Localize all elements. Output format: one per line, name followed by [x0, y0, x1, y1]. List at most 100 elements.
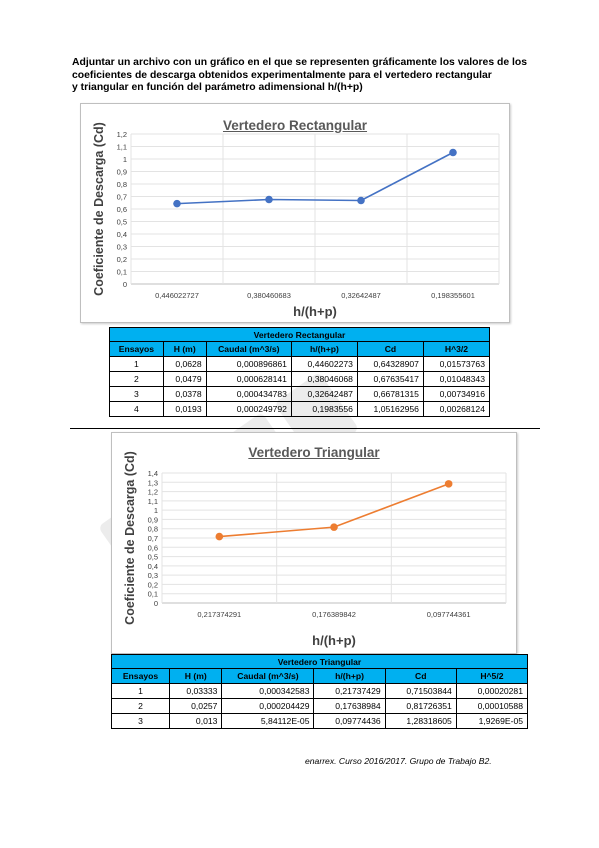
x-tick-label: 0,198355601	[431, 291, 475, 300]
table-cell: 0,00020281	[455, 683, 529, 699]
table-cell: 0,38046068	[290, 371, 358, 387]
x-tick-label: 0,217374291	[197, 610, 241, 619]
column-header: H (m)	[169, 668, 223, 684]
table-cell: 5,84112E-05	[221, 713, 315, 729]
table-cell: 1,05162956	[356, 401, 424, 417]
column-header: Ensayos	[109, 341, 164, 357]
table-rectangular: Vertedero Rectangular Ensayos H (m) Caudal …	[109, 327, 491, 417]
table-row: 4 0,0193 0,000249792 0,1983556 1,05162956 0,0…	[109, 401, 491, 417]
y-tick-label: 0,1	[117, 268, 127, 277]
x-axis-title: h/(h+p)	[293, 304, 337, 319]
table-cell: 0,21737429	[313, 683, 386, 699]
y-tick-label: 1,2	[117, 130, 127, 139]
data-point	[173, 199, 181, 208]
y-tick-label: 0,8	[148, 525, 158, 534]
table-cell: 0,000434783	[205, 386, 292, 402]
table-cell: 1,9269E-05	[455, 713, 529, 729]
data-point	[449, 148, 457, 157]
chart-triangular-title: Vertedero Triangular	[248, 445, 380, 460]
table-row: 3 0,013 5,84112E-05 0,09774436 1,28318605 1,9…	[110, 713, 529, 729]
column-header: Ensayos	[110, 668, 171, 684]
y-tick-label: 0,9	[117, 168, 127, 177]
table-cell: 0,0479	[162, 371, 207, 387]
table-caption: Vertedero Triangular	[111, 654, 528, 669]
intro-line-3: y triangular en función del parámetro ad…	[72, 82, 363, 94]
table-cell: 0,66781315	[356, 386, 424, 402]
y-tick-label: 0,5	[117, 218, 127, 227]
y-tick-label: 0,1	[148, 590, 158, 599]
series-line	[176, 151, 454, 205]
table-cell: 0,09774436	[313, 713, 386, 729]
y-axis-title: Coeficiente de Descarga (Cd)	[123, 451, 137, 625]
column-header: Cd	[356, 341, 424, 357]
y-tick-label: 0	[154, 599, 158, 608]
intro-line-2: coeficientes de descarga obtenidos exper…	[72, 69, 492, 81]
table-cell: 0,64328907	[356, 356, 424, 372]
table-cell: 0,32642487	[290, 386, 358, 402]
data-point	[357, 196, 365, 205]
table-cell: 2	[110, 698, 171, 714]
table-cell: 0,0378	[162, 386, 207, 402]
x-axis-title: h/(h+p)	[312, 633, 356, 648]
table-row: 2 0,0257 0,000204429 0,17638984 0,81726351 0,…	[110, 698, 529, 714]
table-cell: 3	[110, 713, 171, 729]
y-tick-label: 0,4	[148, 562, 158, 571]
table-cell: 0,03333	[169, 683, 223, 699]
footer-note: enarrex. Curso 2016/2017. Grupo de Traba…	[305, 756, 492, 766]
table-triangular: Vertedero Triangular Ensayos H (m) Caudal (…	[110, 654, 529, 729]
data-point	[444, 480, 453, 488]
table-cell: 0,000204429	[221, 698, 315, 714]
data-point	[330, 523, 338, 531]
chart-triangular: Vertedero Triangular 0 0,1 0,2 0,3 0,4 0,5 0,6…	[111, 432, 517, 654]
table-cell: 0,17638984	[313, 698, 386, 714]
table-cell: 0,000628141	[205, 371, 292, 387]
x-tick-label: 0,32642487	[341, 291, 381, 300]
data-point	[215, 532, 224, 541]
table-row: 3 0,0378 0,000434783 0,32642487 0,66781315 0,…	[109, 386, 491, 402]
table-cell: 1	[109, 356, 164, 372]
table-cell: 0,000249792	[205, 401, 292, 417]
table-cell: 0,81726351	[384, 698, 457, 714]
intro-line-1: Adjuntar un archivo con un gráfico en el…	[72, 57, 528, 68]
table-row: 2 0,0479 0,000628141 0,38046068 0,67635417 0,…	[109, 371, 491, 387]
x-tick-label: 0,097744361	[427, 610, 471, 619]
table-cell: 0,013	[169, 713, 223, 729]
intro-text: Adjuntar un archivo con un gráfico en el…	[72, 57, 532, 95]
y-tick-label: 1,1	[148, 497, 158, 506]
column-header: H^3/2	[422, 341, 491, 357]
column-header: Caudal (m^3/s)	[205, 341, 292, 357]
table-cell: 0,000342583	[221, 683, 315, 699]
y-tick-label: 1,2	[148, 488, 158, 497]
y-tick-label: 1	[154, 506, 158, 515]
y-tick-label: 0,7	[148, 534, 158, 543]
y-tick-label: 0,5	[148, 553, 158, 562]
table-cell: 1	[110, 683, 171, 699]
table-cell: 0,0628	[162, 356, 207, 372]
y-axis-title: Coeficiente de Descarga (Cd)	[92, 122, 106, 296]
table-cell: 0,00010588	[455, 698, 529, 714]
column-header: Caudal (m^3/s)	[221, 668, 315, 684]
chart-rectangular-title: Vertedero Rectangular	[222, 118, 368, 133]
table-cell: 0,0193	[162, 401, 207, 417]
table-cell: 4	[109, 401, 164, 417]
column-header: h/(h+p)	[290, 341, 358, 357]
x-tick-label: 0,446022727	[155, 291, 199, 300]
y-tick-label: 1,4	[148, 469, 158, 478]
table-cell: 2	[109, 371, 164, 387]
y-tick-label: 0,4	[117, 230, 127, 239]
table-cell: 0,01573763	[422, 356, 491, 372]
x-tick-label: 0,176389842	[312, 610, 356, 619]
table-cell: 0,00734916	[422, 386, 491, 402]
y-tick-label: 0,3	[117, 243, 127, 252]
table-caption: Vertedero Rectangular	[109, 327, 490, 342]
table-row: 1 0,03333 0,000342583 0,21737429 0,71503844 0…	[110, 683, 529, 699]
divider	[70, 428, 540, 429]
table-cell: 0,000896861	[205, 356, 292, 372]
table-cell: 0,01048343	[422, 371, 491, 387]
x-tick-label: 0,380460683	[247, 291, 291, 300]
y-tick-label: 0,6	[148, 543, 158, 552]
y-tick-label: 0,9	[148, 515, 158, 524]
chart-triangular-plot: 00,10,20,30,40,50,60,70,80,911,11,21,31,…	[123, 451, 507, 648]
y-tick-label: 0,6	[117, 205, 127, 214]
column-header: h/(h+p)	[313, 668, 386, 684]
